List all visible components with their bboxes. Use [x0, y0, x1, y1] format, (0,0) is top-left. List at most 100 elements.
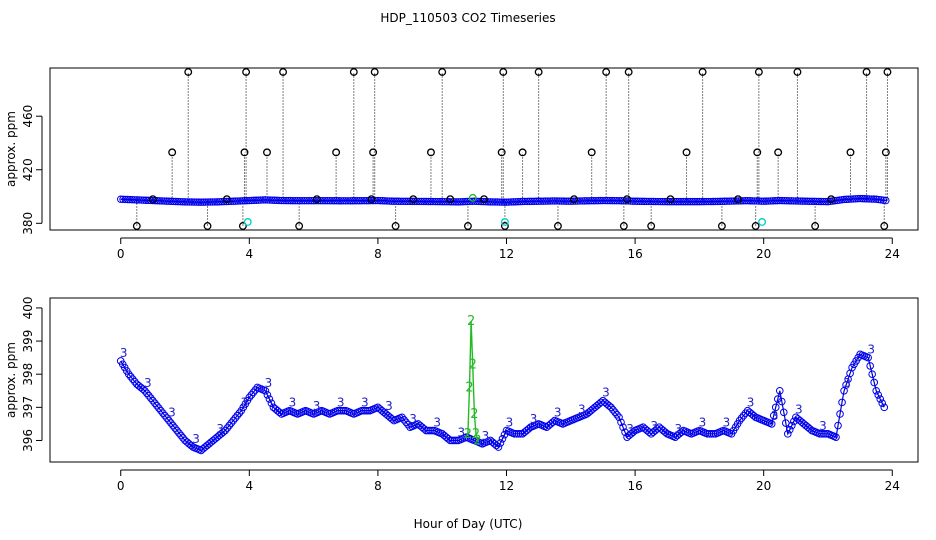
bottom-series-point	[261, 386, 270, 395]
bottom-series-point	[231, 414, 240, 422]
top-spike-point	[295, 222, 304, 230]
bottom-y-tick-label: 396	[21, 429, 35, 452]
top-spike-point	[880, 222, 889, 230]
bottom-series-point	[358, 406, 366, 415]
top-spike-point	[881, 148, 890, 157]
bottom-series-point	[705, 430, 714, 438]
top-baseline-point	[872, 195, 880, 203]
bottom-series-marker-label: 3	[168, 406, 176, 420]
bottom-series-point	[609, 406, 617, 414]
bottom-x-tick-label: 8	[374, 479, 382, 493]
bottom-series-marker-label: 3	[699, 416, 707, 430]
bottom-series-point	[402, 418, 410, 427]
top-spike-point	[369, 148, 378, 157]
bottom-green-marker-label: 2	[470, 407, 478, 422]
bottom-series-point	[163, 414, 171, 422]
bottom-series-point	[247, 391, 256, 399]
bottom-series-point	[524, 425, 533, 433]
top-spike-point	[497, 148, 506, 157]
top-baseline-point	[162, 197, 171, 205]
top-spike-point	[774, 148, 783, 157]
bottom-series-point	[245, 393, 254, 402]
bottom-x-tick-label: 4	[245, 479, 253, 493]
top-baseline-point	[261, 196, 270, 204]
top-baseline-point	[174, 197, 182, 206]
bottom-series-marker-label: 3	[216, 422, 224, 436]
bottom-series-point	[773, 395, 782, 403]
top-baseline-point	[215, 198, 224, 206]
bottom-series-marker-label: 3	[747, 396, 755, 410]
top-spike-point	[602, 68, 611, 76]
bottom-series-point	[233, 411, 242, 420]
bottom-series-point	[167, 419, 175, 427]
top-baseline-point	[126, 195, 134, 204]
top-baseline-point	[383, 197, 391, 205]
bottom-series-point	[806, 425, 814, 433]
top-baseline-point	[236, 197, 244, 205]
top-baseline-point	[224, 197, 233, 206]
top-y-tick-label: 380	[21, 212, 35, 235]
bottom-series-point	[157, 406, 165, 415]
top-baseline-point	[128, 195, 136, 204]
top-x-tick-label: 20	[756, 247, 771, 261]
top-baseline-point	[139, 196, 148, 204]
bottom-series-point	[229, 416, 238, 425]
top-spike-point	[263, 148, 271, 157]
top-baseline-point	[130, 196, 139, 204]
bottom-series-point	[769, 411, 778, 420]
top-baseline-point	[463, 197, 472, 206]
top-baseline-point	[867, 195, 876, 203]
bottom-series-marker-label: 3	[337, 396, 345, 410]
top-y-tick-label: 460	[21, 105, 35, 128]
top-cyan-point	[243, 218, 252, 226]
bottom-series-marker-label: 3	[313, 399, 321, 413]
bottom-series-point	[221, 426, 230, 435]
top-baseline-point	[243, 196, 251, 205]
bottom-series-point	[225, 421, 234, 430]
top-spike-point	[862, 68, 871, 76]
bottom-series-point	[677, 428, 686, 436]
bottom-series-marker-label: 3	[289, 396, 297, 410]
bottom-green-marker-label: 2	[473, 433, 481, 448]
bottom-series-marker-label: 3	[602, 386, 610, 400]
bottom-series-point	[492, 441, 501, 450]
top-baseline-point	[247, 196, 256, 205]
top-baseline-point	[238, 197, 247, 205]
bottom-series-marker-label: 3	[843, 376, 851, 390]
top-baseline-point	[840, 195, 848, 204]
bottom-series-point	[173, 426, 181, 435]
bottom-series-point	[179, 434, 187, 442]
bottom-series-point	[739, 411, 748, 420]
bottom-series-point	[749, 411, 758, 420]
bottom-series-point	[613, 410, 621, 419]
bottom-series-point	[169, 421, 177, 430]
top-spike-point	[240, 148, 249, 157]
top-spike-point	[446, 195, 455, 204]
bottom-series-point	[263, 391, 272, 399]
top-baseline-point	[135, 196, 143, 204]
bottom-series-point	[870, 378, 878, 387]
bottom-series-point	[151, 399, 159, 407]
bottom-green-marker-label: 2	[467, 314, 475, 329]
bottom-series-marker-label: 3	[192, 432, 200, 446]
top-spike-point	[666, 195, 675, 204]
top-spike-point	[846, 148, 855, 157]
top-spike-point	[279, 68, 288, 76]
bottom-series-point	[788, 421, 796, 430]
bottom-series-point	[779, 408, 788, 417]
bottom-series-point	[249, 388, 258, 397]
bottom-series-point	[661, 428, 670, 436]
top-data-layer: 0 4 8 12 16 20 24 380 420 460	[21, 68, 900, 261]
bottom-series-marker-label: 3	[482, 429, 490, 443]
top-spike-point	[624, 68, 633, 76]
bottom-series-marker-label: 3	[409, 412, 417, 426]
top-baseline-point	[505, 198, 513, 206]
bottom-series-point	[496, 439, 505, 447]
top-spike-point	[242, 68, 251, 76]
top-baseline-point	[167, 197, 175, 206]
top-spike-point	[391, 222, 400, 230]
top-baseline-point	[882, 196, 890, 205]
top-x-tick-label: 16	[627, 247, 642, 261]
bottom-series-point	[619, 423, 627, 432]
bottom-series-point	[866, 362, 874, 370]
